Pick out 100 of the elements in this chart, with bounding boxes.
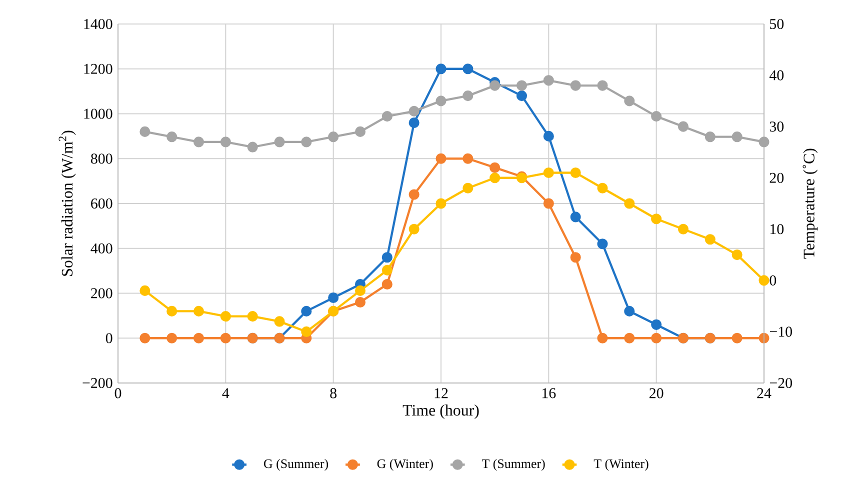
point (408, 106, 420, 116)
legend-label: T (Summer) (482, 458, 545, 471)
point (247, 311, 258, 322)
point (758, 332, 770, 344)
point (570, 167, 581, 178)
point (570, 212, 581, 222)
point (624, 332, 635, 344)
y-tick-label: 800 (90, 154, 112, 164)
y2-tick-label: 0 (770, 275, 776, 286)
point (193, 136, 204, 148)
point (354, 285, 366, 296)
legend-label: G (Winter) (377, 458, 433, 471)
y-tick-label: 200 (91, 288, 112, 298)
point (301, 306, 312, 316)
point (732, 332, 742, 344)
y2-tick-label: −20 (770, 378, 792, 388)
point (597, 182, 608, 194)
point (651, 111, 662, 122)
point (193, 306, 204, 316)
point (516, 80, 528, 91)
point (382, 264, 392, 276)
point (490, 162, 500, 173)
point (328, 132, 339, 142)
point (462, 153, 474, 164)
point (543, 167, 554, 178)
x-tick-label: 8 (330, 388, 337, 398)
point (166, 332, 178, 344)
point (490, 172, 500, 184)
point (354, 296, 366, 308)
point (624, 306, 635, 316)
y2-tick-label: −10 (770, 326, 792, 337)
point (274, 136, 285, 148)
x-tick-label: 16 (542, 388, 556, 398)
y2-tick-label: 50 (770, 18, 784, 30)
y2-axis-title: Temperature (˚C) (802, 148, 818, 259)
point (704, 132, 716, 142)
y-tick-label: 600 (91, 198, 112, 209)
point (758, 275, 770, 286)
point (597, 332, 608, 344)
point (382, 278, 392, 290)
point (597, 238, 608, 250)
point (220, 311, 231, 322)
y-tick-label: 1000 (84, 108, 112, 119)
point (193, 332, 204, 344)
point (140, 285, 150, 296)
point (516, 90, 528, 102)
point (220, 332, 231, 344)
point (382, 252, 392, 263)
x-tick-label: 4 (222, 388, 230, 398)
point (651, 332, 662, 344)
point (624, 198, 635, 209)
point (732, 132, 742, 142)
y-tick-label: 1400 (84, 18, 112, 30)
x-axis-title: Time (hour) (402, 404, 479, 419)
point (462, 182, 474, 194)
x-tick-label: 20 (650, 388, 664, 398)
point (704, 234, 716, 245)
point (543, 198, 554, 209)
y-axis-title: Solar radiation (W/m$^{2}$) (58, 130, 76, 276)
point (436, 198, 446, 209)
legend-label: T (Winter) (594, 458, 648, 471)
point (597, 80, 608, 91)
y2-tick-label: 20 (770, 172, 784, 183)
y2-tick-label: 30 (770, 122, 784, 132)
point (301, 136, 312, 148)
point (354, 126, 366, 137)
point (140, 126, 150, 137)
point (274, 316, 285, 327)
y-tick-label: −200 (82, 378, 112, 388)
point (490, 80, 500, 91)
point (732, 250, 742, 260)
point (247, 142, 258, 152)
point (408, 224, 420, 234)
point (220, 136, 231, 148)
point (140, 332, 150, 344)
point (408, 189, 420, 200)
point (758, 136, 770, 148)
x-tick-label: 24 (757, 388, 772, 398)
point (462, 90, 474, 102)
point (166, 306, 178, 316)
point (543, 75, 554, 86)
point (624, 96, 635, 106)
point (382, 111, 392, 122)
point (462, 64, 474, 74)
point (436, 96, 446, 106)
point (166, 132, 178, 142)
y2-tick-label: 10 (770, 224, 784, 234)
y-tick-label: 400 (90, 243, 112, 254)
point (651, 319, 662, 330)
point (436, 64, 446, 74)
point (651, 214, 662, 224)
point (436, 153, 446, 164)
point (543, 130, 554, 142)
point (301, 326, 312, 337)
x-tick-label: 0 (114, 388, 122, 398)
legend-label: G (Summer) (264, 458, 328, 471)
y-tick-label: 1200 (84, 64, 112, 74)
point (570, 80, 581, 91)
point (678, 121, 689, 132)
y2-tick-label: 40 (769, 70, 784, 80)
